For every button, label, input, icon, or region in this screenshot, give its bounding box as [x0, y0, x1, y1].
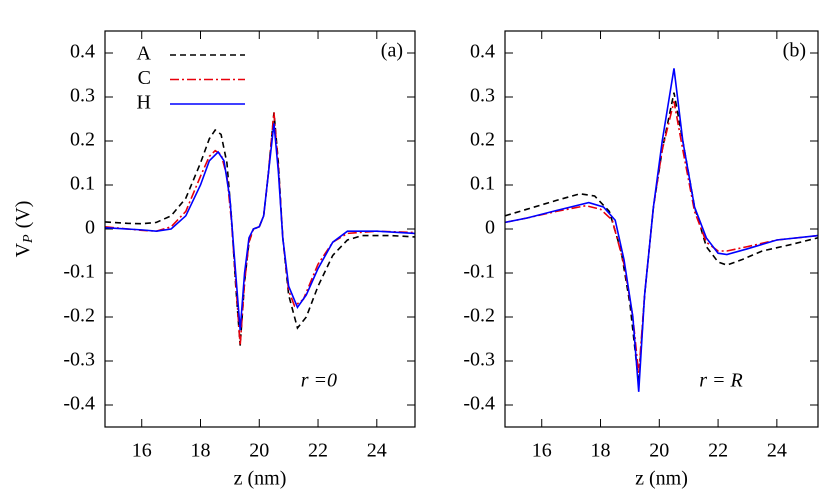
x-tick-label: 16 — [532, 440, 552, 462]
y-tick-label: 0.2 — [470, 129, 495, 151]
y-tick-label: 0 — [485, 217, 495, 239]
panel: 0.4 0.3 0.2 0.1 0 -0.1 -0.2 -0.3 -0.4 16 18 20 22 24 z… — [12, 30, 416, 490]
y-tick-label: 0.1 — [470, 173, 495, 195]
y-axis-label: VP (V) — [12, 201, 37, 258]
x-tick-label: 18 — [190, 440, 210, 462]
y-tick-label: -0.2 — [463, 305, 495, 327]
annotation: r = R — [699, 370, 743, 392]
y-label-sub: P — [21, 234, 36, 244]
panel-label: (b) — [783, 40, 806, 62]
x-tick-label: 18 — [591, 440, 611, 462]
y-tick-label: 0.1 — [70, 173, 95, 195]
x-tick-label: 24 — [367, 440, 387, 462]
y-tick-label: -0.1 — [63, 261, 95, 283]
data-line — [505, 92, 818, 384]
y-tick-label: 0 — [85, 217, 95, 239]
y-tick-label: 0.4 — [70, 41, 95, 63]
x-axis-label: z (nm) — [635, 468, 688, 490]
panel-label: (a) — [381, 40, 403, 62]
y-tick-label: -0.2 — [63, 305, 95, 327]
x-tick-label: 20 — [249, 440, 269, 462]
y-tick-label: -0.3 — [63, 349, 95, 371]
x-tick-label: 20 — [649, 440, 669, 462]
legend-label: H — [137, 92, 151, 114]
y-tick-label: -0.3 — [463, 349, 495, 371]
data-line — [105, 123, 415, 331]
data-line — [105, 112, 415, 346]
y-label-main: V — [12, 242, 34, 257]
legend-label: C — [138, 67, 151, 89]
y-tick-label: 0.3 — [470, 85, 495, 107]
y-tick-label: 0.2 — [70, 129, 95, 151]
panel: 0.4 0.3 0.2 0.1 0 -0.1 -0.2 -0.3 -0.4 16 18 20 22 24 z… — [463, 30, 819, 490]
y-tick-label: 0.4 — [470, 41, 495, 63]
y-label-unit: (V) — [12, 201, 34, 229]
plot-frame — [504, 30, 819, 428]
y-tick-label: -0.4 — [463, 393, 495, 415]
y-tick-label: -0.1 — [463, 261, 495, 283]
annotation: r =0 — [301, 370, 337, 392]
x-tick-label: 22 — [308, 440, 328, 462]
data-line — [105, 112, 415, 346]
data-line — [505, 68, 818, 392]
y-tick-label: -0.4 — [63, 393, 95, 415]
x-tick-label: 24 — [767, 440, 787, 462]
plot-frame — [104, 30, 416, 428]
y-tick-label: 0.3 — [70, 85, 95, 107]
legend-label: A — [137, 43, 152, 65]
x-tick-label: 22 — [708, 440, 728, 462]
x-axis-label: z (nm) — [234, 468, 287, 490]
x-tick-label: 16 — [132, 440, 152, 462]
